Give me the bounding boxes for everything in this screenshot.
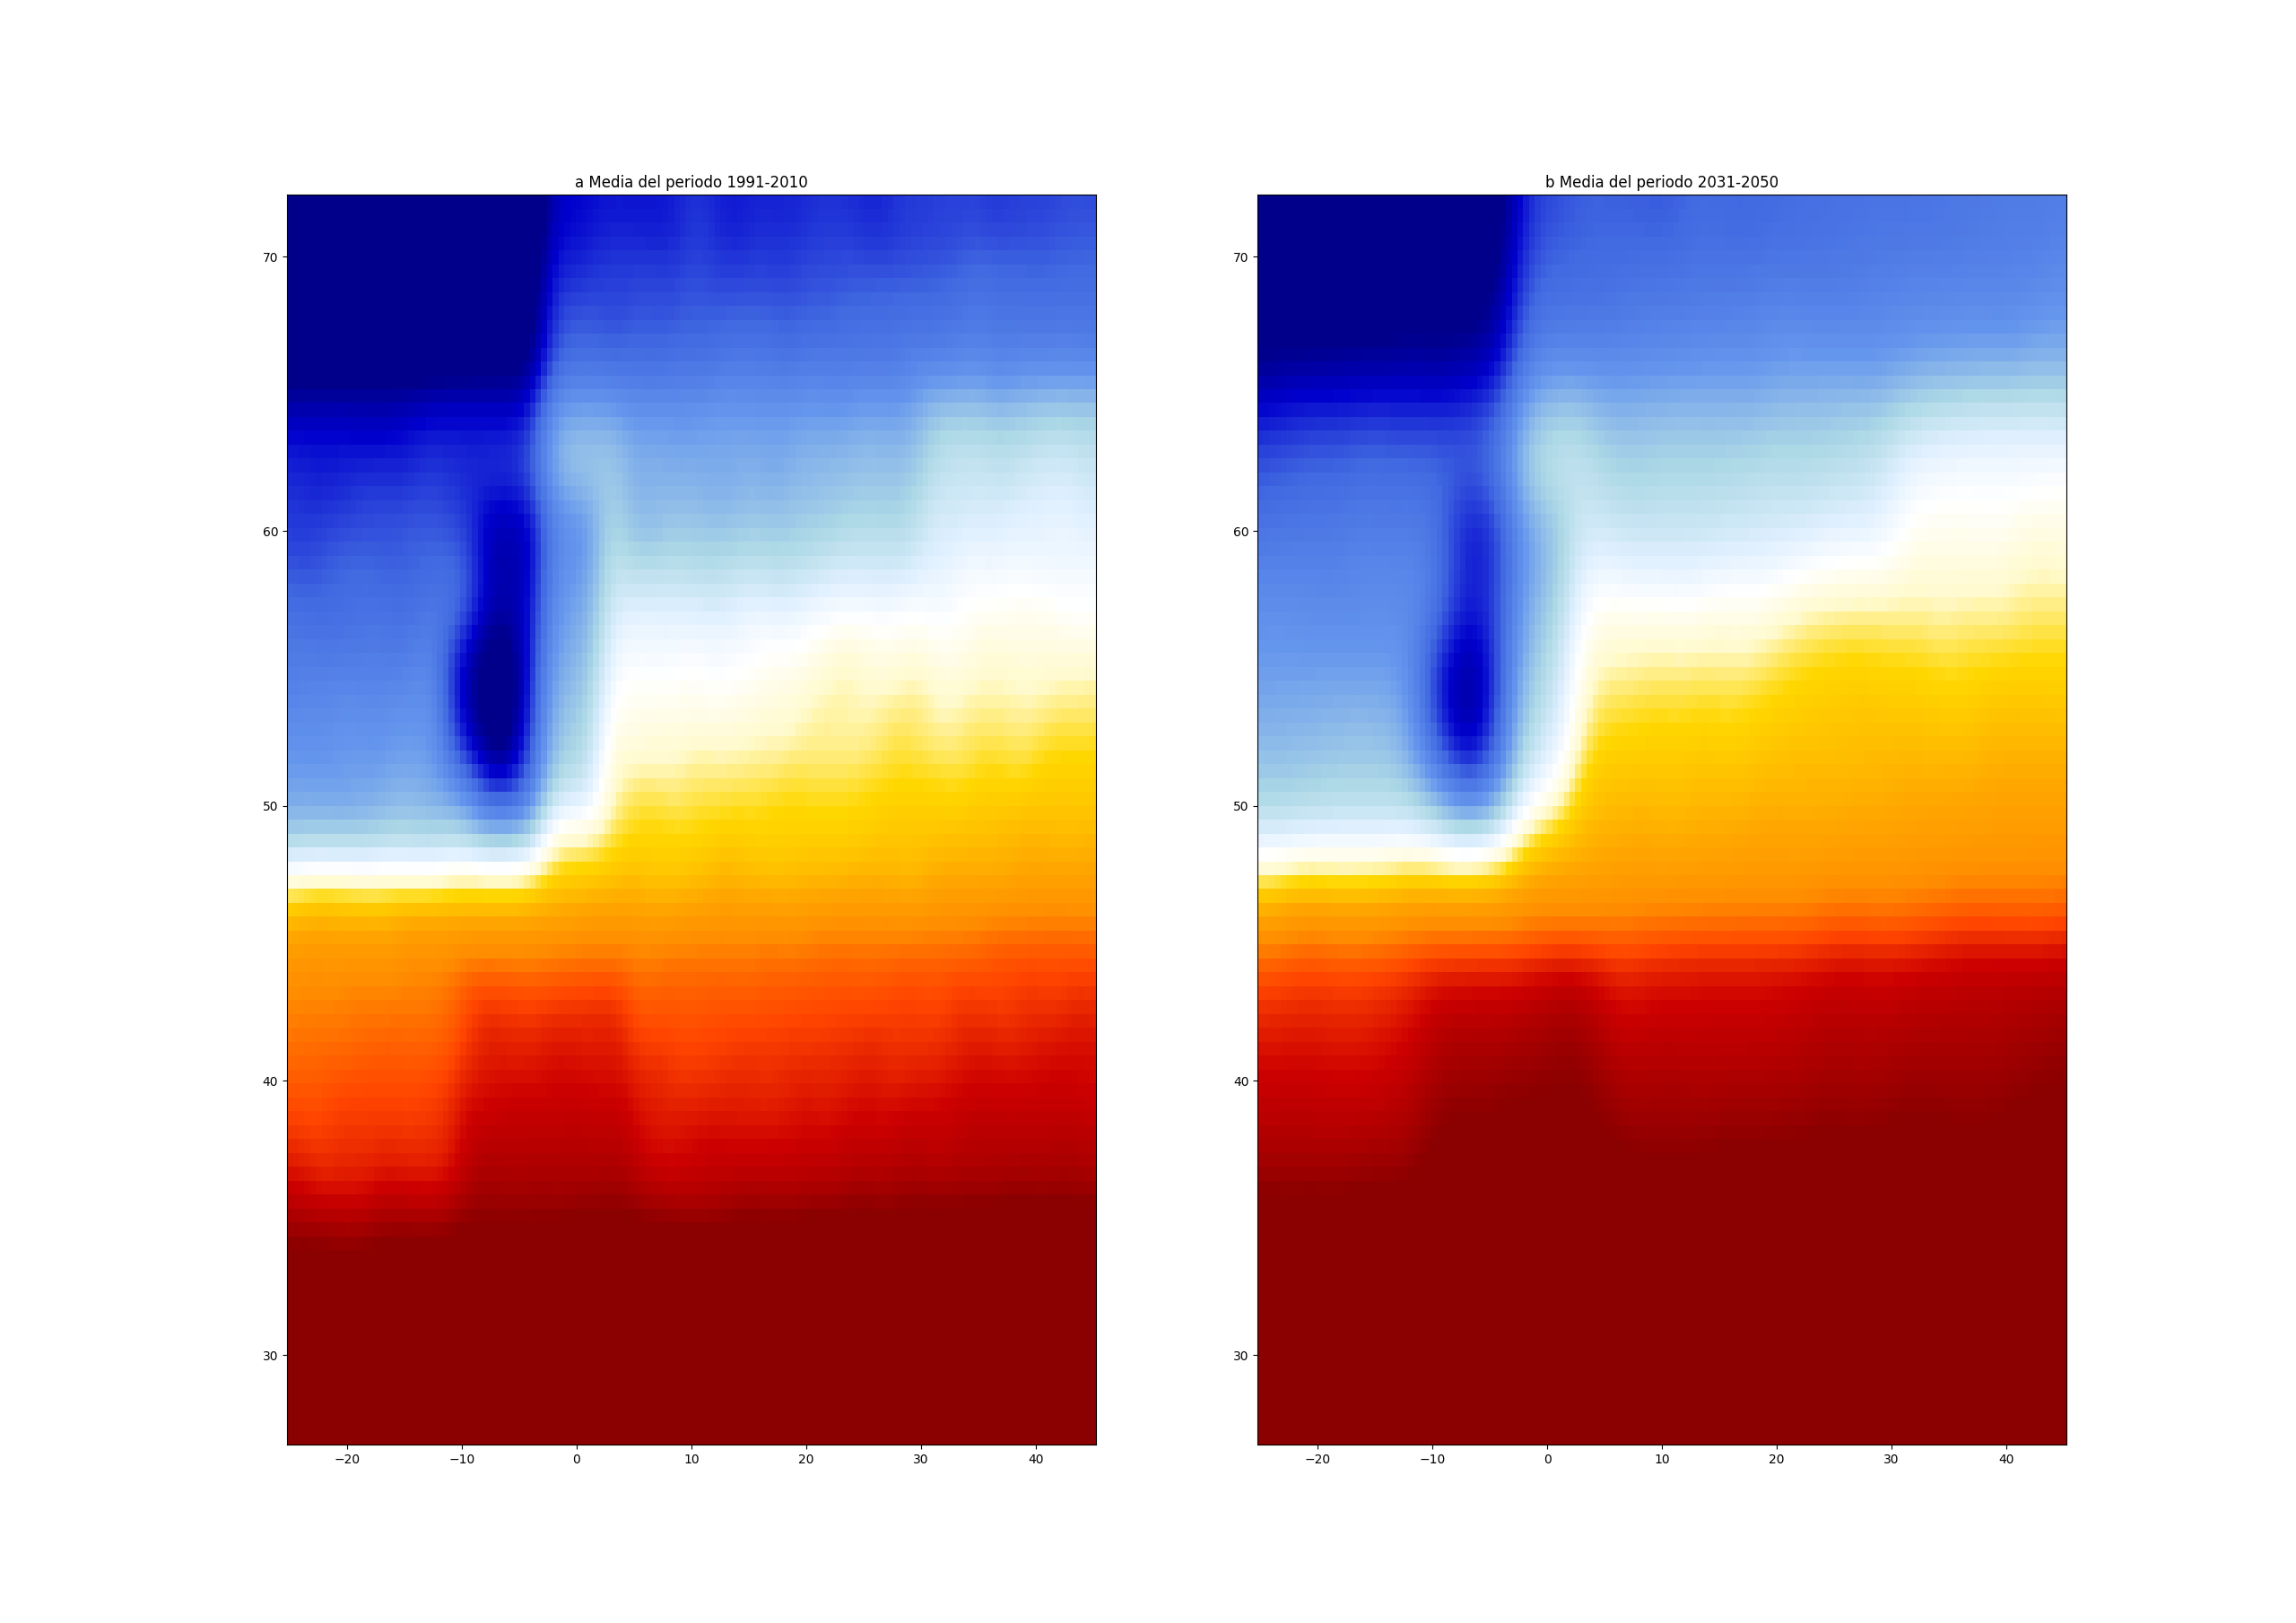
Title: b Media del periodo 2031-2050: b Media del periodo 2031-2050 bbox=[1545, 175, 1779, 192]
Title: a Media del periodo 1991-2010: a Media del periodo 1991-2010 bbox=[574, 175, 808, 192]
